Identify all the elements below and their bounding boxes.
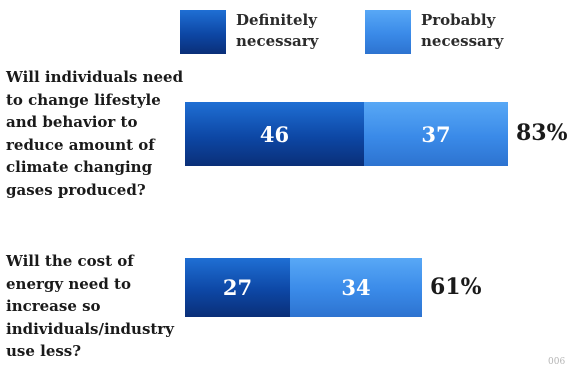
bar-segment-probably: 37 xyxy=(364,102,508,166)
stacked-bar: 46 37 xyxy=(185,102,508,166)
total-label: 83% xyxy=(516,120,568,146)
category-label: Will the cost of energy need to increase… xyxy=(6,252,174,360)
bar-segment-definitely: 46 xyxy=(185,102,364,166)
bar-segment-definitely: 27 xyxy=(185,258,290,317)
slide-number: 006 xyxy=(548,357,566,367)
bar-segment-probably: 34 xyxy=(290,258,422,317)
legend-item-probably: Probably necessary xyxy=(365,10,503,54)
legend-item-definitely: Definitely necessary xyxy=(180,10,318,54)
legend-label: Probably necessary xyxy=(421,11,504,50)
legend-swatch xyxy=(365,10,411,54)
total-label: 61% xyxy=(430,273,482,300)
stacked-bar: 27 34 xyxy=(185,258,422,317)
category-label: Will individuals need to change lifestyl… xyxy=(6,68,184,199)
legend-label: Definitely necessary xyxy=(236,11,319,50)
legend-swatch xyxy=(180,10,226,54)
